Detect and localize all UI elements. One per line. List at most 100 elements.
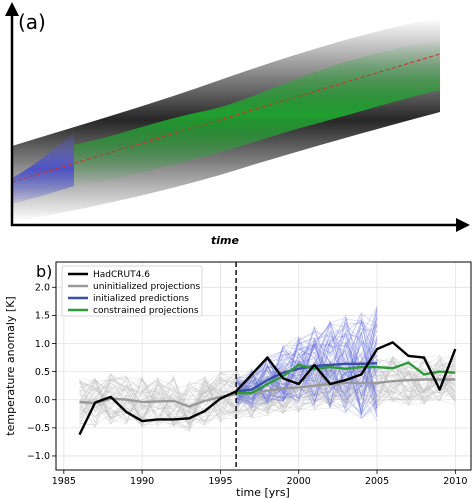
uninit-member-28 <box>79 360 456 426</box>
init-member-10 <box>235 318 378 401</box>
legend-label-hadcrut: HadCRUT4.6 <box>93 270 150 280</box>
init-member-49 <box>235 346 378 412</box>
uninit-member-42 <box>79 357 456 424</box>
uninit-member-12 <box>79 371 456 426</box>
init-member-19 <box>236 338 378 414</box>
init-member-2 <box>235 336 378 412</box>
uninit-member-6 <box>79 358 456 427</box>
init-member-65 <box>235 337 378 416</box>
uninit-member-33 <box>79 358 456 432</box>
series-uninitialized <box>79 378 456 408</box>
uninit-member-24 <box>79 364 456 423</box>
init-member-14 <box>235 322 378 404</box>
uninit-member-19 <box>79 358 456 428</box>
init-member-55 <box>236 332 378 413</box>
uninit-member-30 <box>79 357 456 426</box>
uninit-member-18 <box>79 359 456 432</box>
init-member-34 <box>235 318 378 410</box>
uninit-member-40 <box>79 357 456 423</box>
y-tick-label-6: 2.0 <box>35 283 50 294</box>
x-tick-label-4: 2005 <box>365 476 389 487</box>
init-member-35 <box>235 330 378 419</box>
uninit-member-29 <box>79 354 456 426</box>
uninit-member-23 <box>79 361 456 428</box>
x-tick-label-1: 1990 <box>130 476 154 487</box>
plot-frame <box>55 261 472 471</box>
uninit-member-8 <box>79 360 456 425</box>
init-member-51 <box>235 320 378 409</box>
y-tick-label-5: 1.5 <box>35 311 50 322</box>
init-member-13 <box>235 321 378 405</box>
legend-label-constrained: constrained projections <box>93 306 199 316</box>
legend-box <box>61 265 203 317</box>
series-constrained <box>236 361 456 395</box>
series-lines <box>78 341 457 436</box>
y-tick-label-2: 0.0 <box>35 395 50 406</box>
init-member-1 <box>235 308 378 408</box>
y-tick-label-4: 1.0 <box>35 339 50 350</box>
init-member-6 <box>235 329 378 401</box>
legend: HadCRUT4.6 uninitialized projections ini… <box>61 265 203 317</box>
init-member-31 <box>235 331 378 397</box>
init-member-44 <box>235 335 378 400</box>
init-member-4 <box>236 344 378 419</box>
uninit-member-35 <box>79 362 456 419</box>
uninit-member-7 <box>79 355 456 423</box>
init-member-38 <box>235 340 378 408</box>
uninit-member-11 <box>79 359 456 427</box>
x-arrowhead <box>456 218 470 232</box>
panel-b-label: b) <box>36 262 52 281</box>
init-member-59 <box>235 335 378 408</box>
uninit-member-38 <box>79 363 456 426</box>
uninit-member-9 <box>79 364 456 427</box>
uninit-member-21 <box>79 372 456 419</box>
init-member-47 <box>235 309 378 391</box>
init-member-48 <box>235 327 378 399</box>
uninit-member-52 <box>79 374 456 425</box>
y-tick-label-3: 0.5 <box>35 367 50 378</box>
initialized-band <box>12 133 74 204</box>
uninit-member-3 <box>79 355 456 426</box>
uninit-member-20 <box>79 363 456 428</box>
panel-a-label: (a) <box>18 10 46 34</box>
uninit-member-50 <box>79 357 456 421</box>
uninit-member-10 <box>79 360 456 423</box>
legend-label-uninit: uninitialized projections <box>93 282 200 292</box>
uninit-member-44 <box>79 365 456 427</box>
init-member-41 <box>235 322 378 403</box>
init-member-18 <box>235 343 378 405</box>
panel-a: (a) time <box>5 2 470 247</box>
y-ticks: −1.0 −0.5 0.0 0.5 1.0 1.5 2.0 <box>27 283 56 462</box>
x-tick-label-3: 2000 <box>287 476 311 487</box>
uninit-member-1 <box>79 360 456 424</box>
uninit-member-25 <box>79 359 456 425</box>
y-tick-label-0: −1.0 <box>27 451 50 462</box>
uninit-member-34 <box>79 359 456 419</box>
y-arrowhead <box>5 2 19 16</box>
uninit-member-49 <box>79 354 456 422</box>
uninit-member-46 <box>79 360 456 429</box>
init-member-67 <box>235 341 378 399</box>
panel-b: 1985 1990 1995 2000 2005 2010 −1.0 −0.5 0.0 0.5 1… <box>4 261 472 499</box>
uninit-member-47 <box>79 363 456 426</box>
uninit-member-36 <box>79 354 456 430</box>
series-hadcrut <box>78 341 457 436</box>
init-member-32 <box>235 328 378 385</box>
uninit-member-16 <box>79 357 456 427</box>
init-member-69 <box>235 328 378 403</box>
x-tick-label-0: 1985 <box>52 476 76 487</box>
y-tick-label-1: −0.5 <box>27 423 50 434</box>
constrained-band <box>74 40 440 188</box>
init-member-63 <box>235 319 378 403</box>
init-member-20 <box>236 319 378 400</box>
init-member-27 <box>235 324 378 404</box>
y-axis-title: temperature anomaly [K] <box>4 296 17 435</box>
init-member-29 <box>235 363 378 412</box>
init-member-12 <box>235 316 378 402</box>
uninit-member-22 <box>79 358 456 426</box>
init-member-21 <box>235 319 378 406</box>
panel-a-xlabel: time <box>211 234 239 247</box>
x-axis-title: time [yrs] <box>236 486 290 499</box>
uninit-member-32 <box>79 360 456 416</box>
